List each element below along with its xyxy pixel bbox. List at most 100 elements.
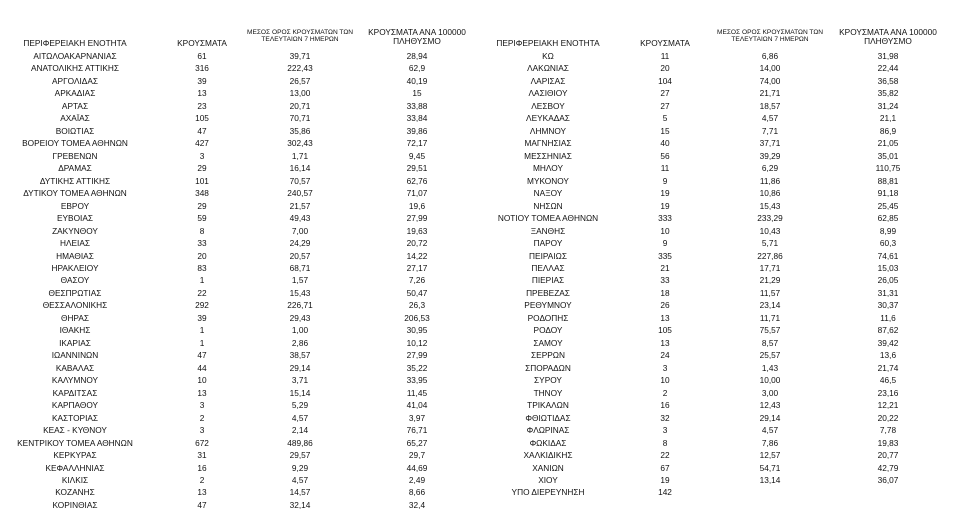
cases: 27 [660,88,670,99]
seven-day-average: 29,14 [289,362,311,373]
column-header: ΚΡΟΥΣΜΑΤΑ [640,38,690,48]
region-name: ΙΚΑΡΙΑΣ [59,337,91,348]
cases: 10 [197,375,207,386]
seven-day-average: 29,57 [289,449,311,460]
seven-day-average: 37,71 [759,138,781,149]
seven-day-average: 1,71 [291,150,309,161]
column-header: ΜΕΣΟΣ ΟΡΟΣ ΚΡΟΥΣΜΑΤΩΝ ΤΩΝ ΤΕΛΕΥΤΑΙΩΝ 7 Η… [246,29,354,44]
cases-per-100k: 19,63 [406,225,428,236]
region-name: ΠΙΕΡΙΑΣ [531,275,565,286]
cases: 10 [660,225,670,236]
cases: 47 [197,499,207,510]
cases: 83 [197,262,207,273]
region-name: ΕΥΒΟΙΑΣ [56,212,94,223]
cases-per-100k: 29,51 [406,163,428,174]
cases-per-100k: 21,74 [877,362,899,373]
seven-day-average: 12,57 [759,449,781,460]
region-name: ΘΗΡΑΣ [60,312,90,323]
cases: 3 [199,424,205,435]
seven-day-average: 10,00 [759,375,781,386]
cases-per-100k: 60,3 [879,237,897,248]
cases: 3 [199,400,205,411]
region-name: ΣΠΟΡΑΔΩΝ [525,362,571,373]
region-name: ΔΡΑΜΑΣ [58,163,92,174]
cases: 56 [660,150,670,161]
seven-day-average: 14,00 [759,63,781,74]
cases-per-100k: 28,94 [406,50,428,61]
cases-per-100k: 20,72 [406,237,428,248]
seven-day-average: 20,57 [289,250,311,261]
cases: 10 [660,375,670,386]
seven-day-average: 49,43 [289,212,311,223]
seven-day-average: 5,71 [761,237,779,248]
cases: 47 [197,125,207,136]
seven-day-average: 38,57 [289,350,311,361]
region-name: ΣΥΡΟΥ [534,375,562,386]
region-name: ΦΩΚΙΔΑΣ [529,437,567,448]
cases-per-100k: 72,17 [406,138,428,149]
cases-per-100k: 13,6 [879,350,897,361]
seven-day-average: 2,14 [291,424,309,435]
seven-day-average: 35,86 [289,125,311,136]
cases-per-100k: 44,69 [406,462,428,473]
cases-per-100k: 36,58 [877,75,899,86]
seven-day-average: 18,57 [759,100,781,111]
cases-per-100k: 7,78 [879,424,897,435]
seven-day-average: 10,86 [759,188,781,199]
cases: 22 [660,449,670,460]
column-header: ΚΡΟΥΣΜΑΤΑ ΑΝΑ 100000 ΠΛΗΘΥΣΜΟ [368,27,466,47]
region-name: ΠΑΡΟΥ [533,237,563,248]
cases-per-100k: 27,99 [406,212,428,223]
seven-day-average: 15,43 [289,287,311,298]
seven-day-average: 74,00 [759,75,781,86]
cases-per-100k: 35,82 [877,88,899,99]
cases: 316 [195,63,209,74]
cases: 105 [195,113,209,124]
cases: 27 [660,100,670,111]
region-name: ΡΟΔΟΥ [533,325,563,336]
seven-day-average: 15,43 [759,200,781,211]
cases: 47 [197,350,207,361]
region-name: ΣΕΡΡΩΝ [531,350,565,361]
cases: 21 [660,262,670,273]
cases: 20 [197,250,207,261]
cases-per-100k: 41,04 [406,400,428,411]
seven-day-average: 23,14 [759,300,781,311]
seven-day-average: 302,43 [287,138,313,149]
cases: 19 [660,188,670,199]
cases-per-100k: 71,07 [406,188,428,199]
cases-per-100k: 33,95 [406,375,428,386]
region-name: ΠΕΛΛΑΣ [531,262,565,273]
cases: 101 [195,175,209,186]
seven-day-average: 4,57 [291,412,309,423]
seven-day-average: 227,86 [757,250,783,261]
region-name: ΡΕΘΥΜΝΟΥ [524,300,572,311]
seven-day-average: 6,29 [761,163,779,174]
cases-per-100k: 7,26 [408,275,426,286]
cases-per-100k: 14,22 [406,250,428,261]
cases-per-100k: 31,31 [877,287,899,298]
cases-per-100k: 19,83 [877,437,899,448]
region-name: ΦΘΙΩΤΙΔΑΣ [525,412,571,423]
seven-day-average: 10,43 [759,225,781,236]
seven-day-average: 11,57 [759,287,781,298]
seven-day-average: 54,71 [759,462,781,473]
cases-per-100k: 11,6 [880,312,896,323]
cases: 105 [658,325,672,336]
seven-day-average: 9,29 [291,462,309,473]
cases-per-100k: 46,5 [879,375,897,386]
seven-day-average: 233,29 [757,212,783,223]
cases-per-100k: 9,45 [408,150,426,161]
region-name: ΛΕΣΒΟΥ [531,100,565,111]
seven-day-average: 222,43 [287,63,313,74]
region-name: ΑΧΑΪΑΣ [60,113,90,124]
region-name: ΜΑΓΝΗΣΙΑΣ [524,138,572,149]
region-name: ΜΗΛΟΥ [533,163,563,174]
cases: 31 [197,449,207,460]
cases: 23 [197,100,207,111]
cases-per-100k: 91,18 [877,188,899,199]
seven-day-average: 2,86 [291,337,309,348]
region-name: ΚΩ [542,50,554,61]
region-name: ΝΟΤΙΟΥ ΤΟΜΕΑ ΑΘΗΝΩΝ [497,212,599,223]
cases: 11 [660,163,670,174]
